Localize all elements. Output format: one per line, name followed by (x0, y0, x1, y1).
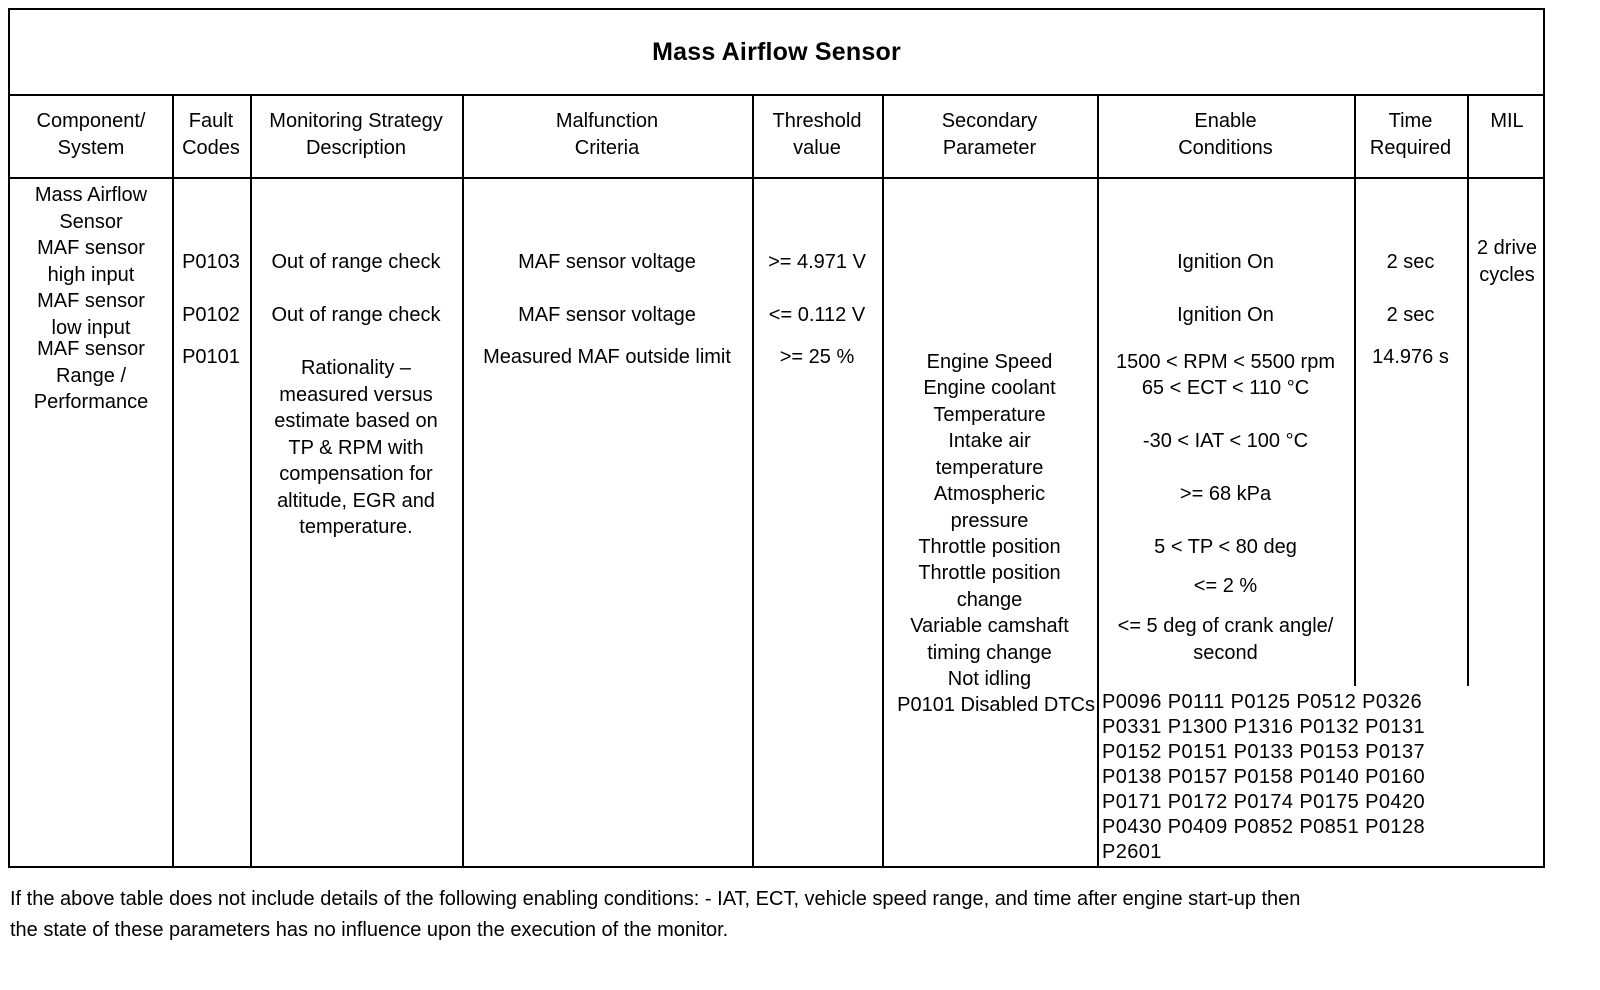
cell-enable-condition-1: 65 < ECT < 110 °C (1141, 377, 1310, 399)
cell-secondary-param-3: Atmospheric pressure (933, 483, 1046, 532)
column-divider (462, 94, 464, 866)
col-header-threshold: Threshold value (772, 110, 862, 159)
table-title: Mass Airflow Sensor (652, 37, 901, 66)
cell-secondary-param-5: Throttle position change (918, 562, 1061, 611)
cell-enable-condition-6: <= 5 deg of crank angle/ second (1117, 615, 1334, 664)
column-divider (1354, 94, 1356, 686)
cell-time-row1: 2 sec (1386, 251, 1435, 273)
cell-component-row1: MAF sensor high input (37, 237, 145, 286)
column-divider (1097, 94, 1099, 866)
cell-threshold-row1: >= 4.971 V (768, 251, 866, 273)
cell-malfunction-row3: Measured MAF outside limit (483, 346, 731, 368)
cell-disabled-dtcs-label: P0101 Disabled DTCs (897, 694, 1095, 716)
column-divider (752, 94, 754, 866)
cell-enable-row2: Ignition On (1177, 304, 1274, 326)
col-header-secondary: Secondary Parameter (941, 110, 1038, 159)
cell-malfunction-row1: MAF sensor voltage (518, 251, 696, 273)
cell-malfunction-row2: MAF sensor voltage (518, 304, 696, 326)
cell-secondary-param-0: Engine Speed (926, 351, 1053, 373)
cell-enable-condition-5: <= 2 % (1193, 575, 1258, 597)
cell-secondary-param-6: Variable camshaft timing change (910, 615, 1069, 664)
cell-fault-code-row3: P0101 (182, 346, 240, 368)
col-header-strategy: Monitoring Strategy Description (269, 110, 443, 159)
cell-secondary-param-2: Intake air temperature (935, 430, 1044, 479)
cell-enable-condition-2: -30 < IAT < 100 °C (1142, 430, 1309, 452)
cell-time-row3: 14.976 s (1372, 346, 1449, 368)
footer-note: If the above table does not include deta… (10, 888, 1301, 941)
column-divider (1467, 94, 1469, 686)
cell-secondary-param-7: Not idling (947, 668, 1032, 690)
column-divider (172, 94, 174, 866)
cell-mil-value: 2 drive cycles (1476, 237, 1538, 286)
col-header-fault-codes: Fault Codes (182, 110, 240, 159)
cell-secondary-param-1: Engine coolant Temperature (923, 377, 1056, 426)
header-divider (10, 177, 1543, 179)
cell-component-row2: MAF sensor low input (37, 290, 145, 339)
column-divider (250, 94, 252, 866)
cell-enable-condition-4: 5 < TP < 80 deg (1154, 536, 1297, 558)
cell-threshold-row2: <= 0.112 V (768, 304, 866, 326)
column-divider (882, 94, 884, 866)
maf-sensor-table: Mass Airflow Sensor Component/ System Fa… (8, 8, 1545, 868)
cell-time-row2: 2 sec (1386, 304, 1435, 326)
cell-threshold-row3: >= 25 % (779, 346, 855, 368)
cell-disabled-dtcs-list: P0096 P0111 P0125 P0512 P0326 P0331 P130… (1102, 691, 1425, 863)
col-header-time: Time Required (1369, 110, 1452, 159)
col-header-malfunction: Malfunction Criteria (555, 110, 659, 159)
cell-strategy-row2: Out of range check (271, 304, 441, 326)
cell-enable-condition-3: >= 68 kPa (1179, 483, 1272, 505)
col-header-component: Component/ System (36, 110, 146, 159)
cell-secondary-param-4: Throttle position (918, 536, 1061, 558)
cell-strategy-row3: Rationality – measured versus estimate b… (274, 357, 438, 538)
title-band: Mass Airflow Sensor (10, 10, 1543, 94)
cell-component-group: Mass Airflow Sensor (34, 184, 148, 233)
col-header-mil: MIL (1490, 110, 1524, 132)
title-divider (10, 94, 1543, 96)
cell-fault-code-row1: P0103 (182, 251, 240, 273)
cell-fault-code-row2: P0102 (182, 304, 240, 326)
cell-strategy-row1: Out of range check (271, 251, 441, 273)
cell-enable-condition-0: 1500 < RPM < 5500 rpm (1115, 351, 1335, 373)
col-header-enable: Enable Conditions (1178, 110, 1273, 159)
cell-component-row3: MAF sensor Range / Performance (33, 338, 149, 413)
cell-enable-row1: Ignition On (1177, 251, 1274, 273)
